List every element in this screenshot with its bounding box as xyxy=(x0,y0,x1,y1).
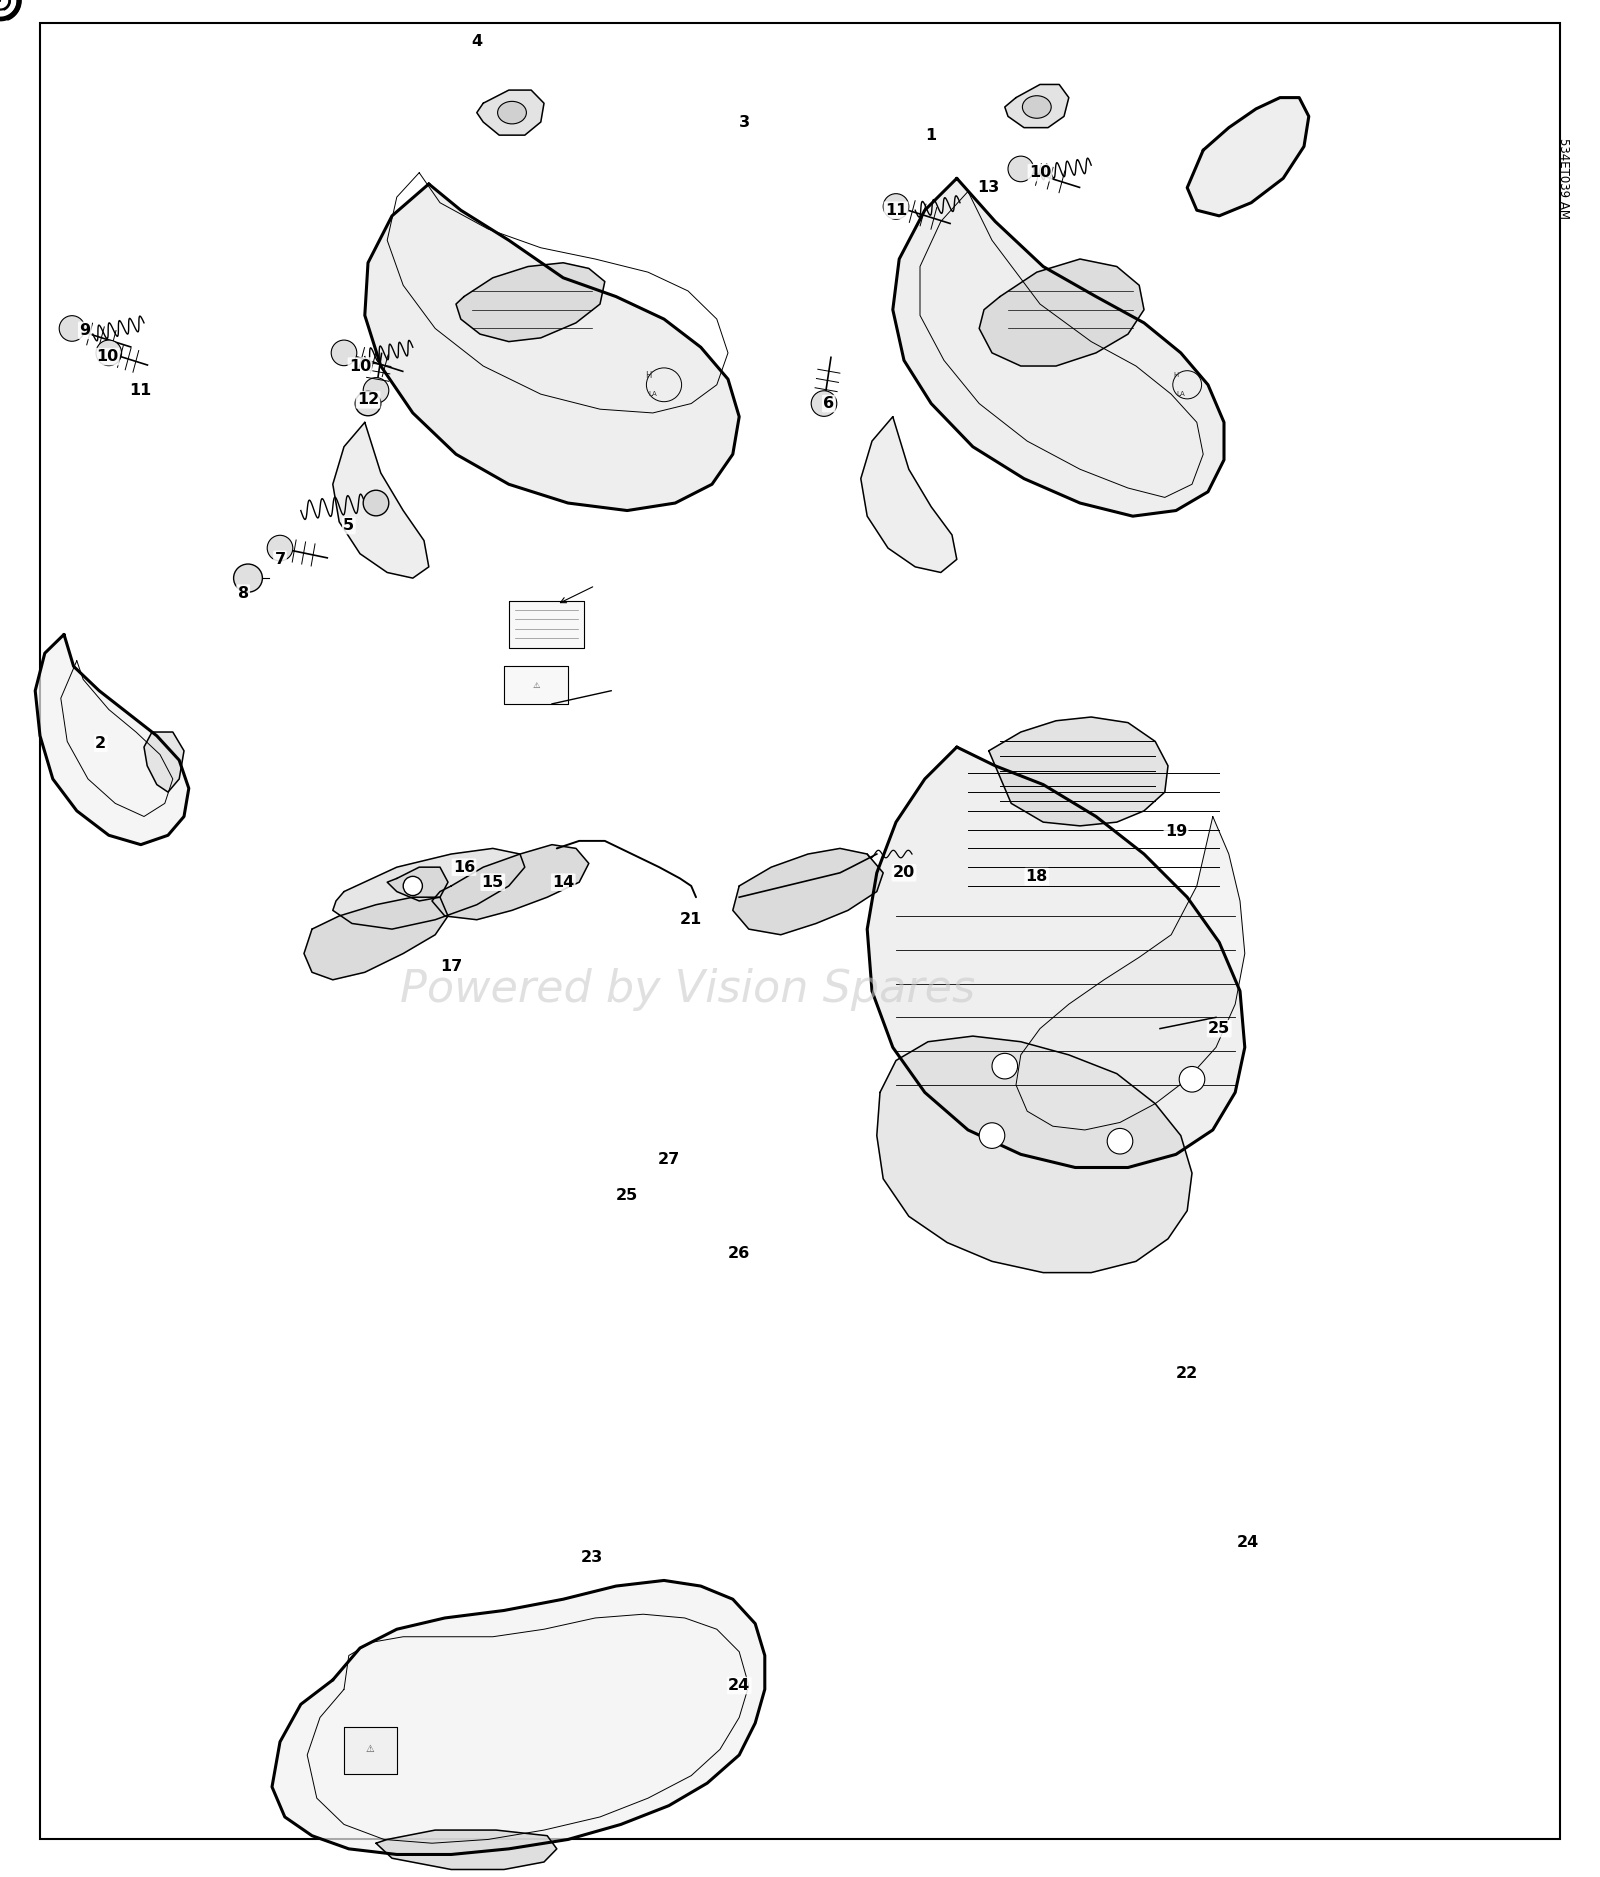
Text: 1: 1 xyxy=(926,128,936,143)
Text: LA: LA xyxy=(648,390,658,398)
Text: 14: 14 xyxy=(552,875,574,890)
Circle shape xyxy=(331,340,357,366)
Text: 2: 2 xyxy=(96,736,106,751)
Text: 21: 21 xyxy=(680,912,702,927)
Polygon shape xyxy=(35,634,189,845)
Polygon shape xyxy=(272,1580,765,1854)
Circle shape xyxy=(1107,1128,1133,1154)
Polygon shape xyxy=(333,848,525,929)
Polygon shape xyxy=(733,848,883,935)
Circle shape xyxy=(883,193,909,220)
Polygon shape xyxy=(432,845,589,920)
Polygon shape xyxy=(144,732,184,792)
Polygon shape xyxy=(456,263,605,342)
Text: H: H xyxy=(1173,372,1179,379)
Polygon shape xyxy=(1005,84,1069,128)
Circle shape xyxy=(992,1053,1018,1079)
Text: 11: 11 xyxy=(130,383,152,398)
Text: 26: 26 xyxy=(728,1246,750,1261)
Polygon shape xyxy=(861,417,957,572)
Polygon shape xyxy=(867,747,1245,1167)
Text: 19: 19 xyxy=(1165,824,1187,839)
Text: 24: 24 xyxy=(728,1678,750,1693)
Polygon shape xyxy=(477,90,544,135)
Polygon shape xyxy=(504,666,568,704)
Text: 9: 9 xyxy=(80,323,90,338)
Text: 16: 16 xyxy=(453,860,475,875)
Polygon shape xyxy=(877,1036,1192,1273)
Text: 3: 3 xyxy=(739,114,749,130)
Circle shape xyxy=(363,490,389,516)
Text: ⚠: ⚠ xyxy=(533,681,539,689)
Text: 10: 10 xyxy=(349,359,371,374)
Text: 18: 18 xyxy=(1026,869,1048,884)
Circle shape xyxy=(96,340,122,366)
Circle shape xyxy=(267,535,293,561)
Text: 20: 20 xyxy=(893,865,915,880)
Text: 12: 12 xyxy=(357,392,379,407)
Polygon shape xyxy=(979,259,1144,366)
Circle shape xyxy=(59,315,85,342)
Text: 8: 8 xyxy=(238,586,248,601)
Text: 10: 10 xyxy=(96,349,118,364)
Ellipse shape xyxy=(355,392,381,417)
Polygon shape xyxy=(344,1727,397,1774)
Ellipse shape xyxy=(234,563,262,593)
Circle shape xyxy=(403,877,422,895)
Text: 10: 10 xyxy=(1029,165,1051,180)
Text: 5: 5 xyxy=(344,518,354,533)
Circle shape xyxy=(1008,156,1034,182)
Circle shape xyxy=(1179,1066,1205,1092)
Text: Powered by Vision Spares: Powered by Vision Spares xyxy=(400,969,976,1010)
Text: 27: 27 xyxy=(658,1152,680,1167)
Text: 24: 24 xyxy=(1237,1535,1259,1550)
Text: LA: LA xyxy=(1176,390,1186,398)
Polygon shape xyxy=(1016,816,1245,1130)
Ellipse shape xyxy=(1022,96,1051,118)
Polygon shape xyxy=(989,717,1168,826)
Circle shape xyxy=(363,377,389,404)
Text: 22: 22 xyxy=(1176,1366,1198,1381)
Text: 25: 25 xyxy=(1208,1021,1230,1036)
Text: H: H xyxy=(645,372,651,379)
Text: 4: 4 xyxy=(472,34,482,49)
Polygon shape xyxy=(365,184,739,511)
Text: 7: 7 xyxy=(275,552,285,567)
Polygon shape xyxy=(509,601,584,648)
Text: 15: 15 xyxy=(482,875,504,890)
Text: 25: 25 xyxy=(616,1188,638,1203)
Text: ⚠: ⚠ xyxy=(365,1744,374,1755)
Polygon shape xyxy=(387,867,448,901)
Polygon shape xyxy=(893,178,1224,516)
Text: 23: 23 xyxy=(581,1550,603,1565)
Ellipse shape xyxy=(498,101,526,124)
Circle shape xyxy=(979,1122,1005,1149)
Polygon shape xyxy=(304,897,448,980)
Text: 11: 11 xyxy=(885,203,907,218)
Polygon shape xyxy=(1187,98,1309,216)
Text: 13: 13 xyxy=(978,180,1000,195)
Text: 6: 6 xyxy=(824,396,834,411)
Circle shape xyxy=(811,390,837,417)
Text: 534ET039 AM: 534ET039 AM xyxy=(1557,137,1570,220)
Polygon shape xyxy=(376,1830,557,1869)
Polygon shape xyxy=(333,422,429,578)
Text: 17: 17 xyxy=(440,959,462,974)
